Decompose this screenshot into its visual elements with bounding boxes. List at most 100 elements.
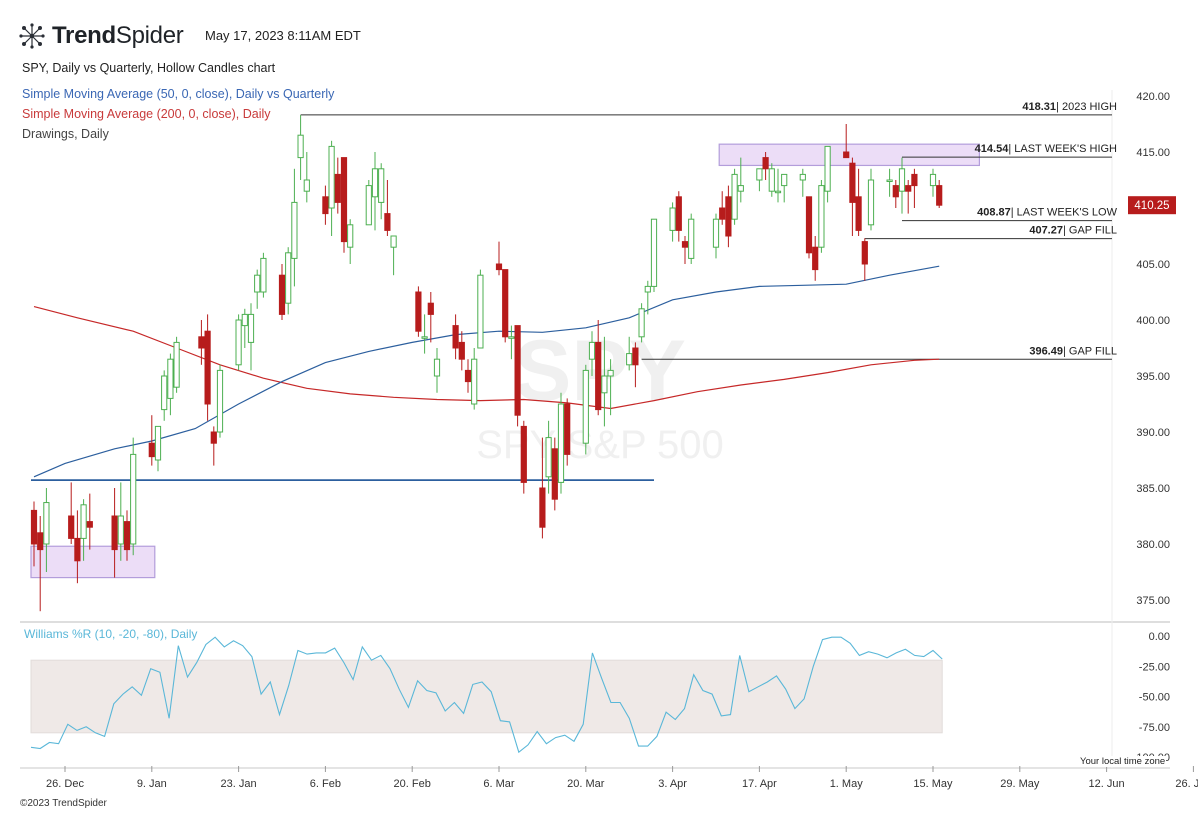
candle-body [818, 185, 825, 248]
candle-body [384, 213, 391, 231]
candle-body [254, 274, 261, 293]
candle-body [936, 185, 943, 206]
candle-body [688, 218, 695, 259]
price-tick-label: 385.00 [1136, 483, 1170, 495]
candle-body [365, 185, 372, 226]
candle-body [774, 190, 782, 194]
candle-body [123, 521, 131, 551]
candle-body [632, 347, 639, 366]
x-tick-label: 1. May [830, 778, 864, 790]
candle-body [247, 313, 255, 343]
candle-body [278, 274, 286, 315]
candle-body [303, 179, 310, 192]
wr-tick-label: -50.00 [1139, 692, 1170, 704]
timezone-note: Your local time zone [1079, 756, 1167, 767]
candle-body [452, 325, 459, 349]
candle-body [235, 319, 242, 366]
candle-body [130, 453, 137, 545]
candle-body [86, 521, 93, 528]
candle-body [520, 425, 527, 483]
price-tick-label: 375.00 [1136, 595, 1170, 607]
candle-body [843, 151, 850, 159]
candle-body [173, 341, 180, 388]
candle-body [148, 442, 155, 458]
candle-body [719, 207, 726, 220]
candle-body [43, 502, 50, 545]
candle-body [731, 173, 738, 220]
candle-body [433, 358, 441, 377]
watermark-name: SPY S&P 500 [476, 423, 724, 467]
candle-body [421, 336, 428, 339]
candle-body [68, 515, 75, 539]
candle-body [712, 218, 720, 248]
candle-body [681, 241, 689, 248]
candle-body [328, 145, 335, 209]
candle-body [322, 196, 329, 215]
candle-body [334, 173, 341, 203]
x-tick-label: 12. Jun [1089, 778, 1125, 790]
price-tick-label: 390.00 [1136, 427, 1170, 439]
candle-body [582, 369, 589, 444]
x-tick-label: 23. Jan [221, 778, 257, 790]
legend-drawings[interactable]: Drawings, Daily [22, 127, 109, 141]
candle-body [737, 185, 744, 192]
wr-tick-label: 0.00 [1149, 631, 1170, 643]
candle-body [464, 369, 472, 383]
x-tick-label: 29. May [1000, 778, 1040, 790]
legend-sma200[interactable]: Simple Moving Average (200, 0, close), D… [22, 107, 271, 121]
candle-body [37, 532, 44, 551]
sma200-line [33, 306, 940, 410]
candle-body [390, 235, 397, 248]
candle-body [458, 341, 465, 360]
wr-tick-label: -25.00 [1139, 661, 1170, 673]
candle-body [204, 330, 211, 405]
candle-body [588, 341, 596, 360]
candle-body [471, 358, 478, 405]
candle-body [111, 515, 118, 551]
candle-body [340, 157, 348, 243]
candle-body [756, 168, 763, 181]
candle-body [241, 313, 248, 327]
price-level-label: 418.31| 2023 HIGH [1022, 101, 1117, 113]
brand-bold: Trend [52, 22, 116, 49]
candle-body [929, 173, 937, 187]
sma50-line [33, 265, 940, 478]
price-tick-label: 380.00 [1136, 539, 1170, 551]
candle-body [514, 325, 521, 416]
candle-body [768, 168, 775, 192]
candle-body [477, 274, 484, 349]
candle-body [495, 263, 503, 271]
candle-body [74, 537, 81, 562]
legend-sma50[interactable]: Simple Moving Average (50, 0, close), Da… [22, 87, 335, 101]
candle-body [378, 168, 385, 203]
candle-body [669, 207, 676, 231]
williams-r-label[interactable]: Williams %R (10, -20, -80), Daily [24, 627, 198, 641]
candle-body [675, 196, 682, 231]
candle-body [117, 515, 124, 545]
candle-body [867, 179, 875, 226]
candle-body [855, 196, 862, 231]
chart-title: SPY, Daily vs Quarterly, Hollow Candles … [22, 61, 276, 75]
candle-body [371, 168, 379, 198]
candle-body [595, 341, 602, 411]
date-stamp: May 17, 2023 8:11AM EDT [205, 28, 361, 43]
x-tick-label: 6. Mar [483, 778, 515, 790]
candle-body [415, 291, 422, 332]
candle-body [427, 302, 434, 315]
candle-body [80, 504, 87, 539]
x-tick-label: 3. Apr [658, 778, 687, 790]
highlight-zone [718, 143, 981, 167]
candle-body [812, 246, 819, 271]
last-price-label: 410.25 [1134, 200, 1169, 212]
price-level-label: 414.54| LAST WEEK'S HIGH [975, 143, 1117, 155]
price-tick-label: 405.00 [1136, 259, 1170, 271]
candle-body [551, 448, 558, 500]
last-price-tag [1128, 196, 1176, 215]
candle-body [347, 224, 354, 248]
wr-tick-label: -75.00 [1139, 722, 1170, 734]
price-level-label: 408.87| LAST WEEK'S LOW [977, 207, 1117, 219]
price-level-label: 396.49| GAP FILL [1029, 345, 1117, 357]
candle-body [216, 369, 224, 433]
price-tick-label: 420.00 [1136, 91, 1170, 103]
